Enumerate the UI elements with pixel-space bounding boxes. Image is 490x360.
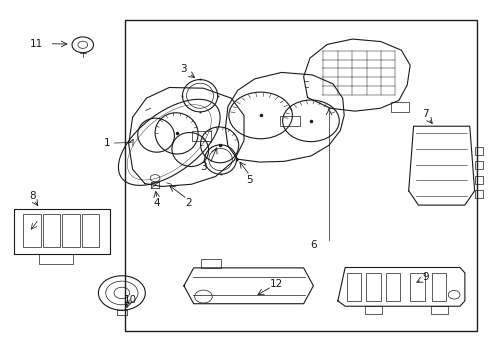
Bar — [62, 214, 80, 247]
Bar — [475, 161, 484, 169]
Bar — [82, 214, 99, 247]
Bar — [39, 253, 73, 264]
Bar — [366, 273, 381, 301]
Bar — [391, 102, 409, 112]
Bar — [365, 306, 382, 314]
Text: 4: 4 — [154, 198, 160, 208]
Text: 12: 12 — [270, 279, 283, 289]
Bar — [23, 214, 41, 247]
Bar — [280, 116, 300, 126]
Text: 10: 10 — [123, 295, 137, 305]
Text: 5: 5 — [246, 175, 253, 185]
Text: 3: 3 — [200, 162, 207, 172]
Bar — [192, 131, 211, 141]
Bar — [125, 21, 477, 330]
Bar — [432, 273, 446, 301]
Bar — [475, 176, 484, 184]
Text: 3: 3 — [181, 64, 187, 74]
Text: 6: 6 — [310, 239, 317, 249]
Bar — [346, 273, 361, 301]
Bar — [431, 306, 448, 314]
Bar — [201, 259, 220, 268]
Text: 11: 11 — [30, 39, 43, 49]
Text: 7: 7 — [422, 109, 429, 119]
Text: 9: 9 — [422, 272, 429, 282]
Bar — [386, 273, 400, 301]
Bar — [475, 190, 484, 198]
Bar — [410, 273, 425, 301]
Text: 2: 2 — [186, 198, 192, 208]
Text: 1: 1 — [104, 138, 111, 148]
Text: 8: 8 — [29, 191, 36, 201]
Bar — [475, 147, 484, 155]
Bar — [43, 214, 60, 247]
